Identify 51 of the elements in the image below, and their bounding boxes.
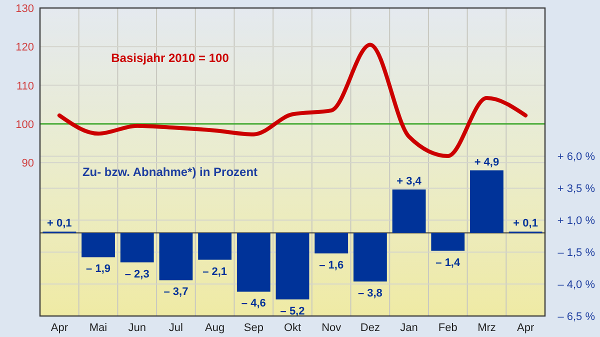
y-tick-label: 130: [16, 3, 34, 15]
bar: [431, 232, 465, 251]
data-label: + 0,1: [513, 218, 538, 230]
data-label: – 2,1: [202, 266, 228, 278]
y2-tick-label: – 6,5 %: [558, 311, 596, 323]
bar: [470, 170, 504, 233]
y2-tick-label: + 3,5 %: [557, 183, 596, 196]
data-label: – 4,6: [241, 298, 266, 310]
x-tick-label: Jun: [128, 322, 146, 334]
x-tick-label: Apr: [50, 322, 68, 334]
x-tick-label: Aug: [205, 322, 225, 334]
y-tick-label: 120: [16, 42, 34, 54]
bar: [159, 232, 193, 280]
bar: [276, 232, 310, 300]
bar: [120, 232, 154, 262]
x-tick-label: Mrz: [478, 322, 496, 334]
y2-tick-label: – 1,5 %: [558, 247, 596, 260]
data-label: – 1,4: [436, 256, 461, 269]
x-tick-label: Dez: [360, 322, 380, 334]
y2-tick-label: – 4,0 %: [558, 279, 596, 292]
data-label: + 4,9: [474, 156, 500, 168]
x-tick-label: Apr: [517, 322, 534, 334]
y-tick-label: 90: [22, 158, 34, 170]
x-tick-label: Sep: [244, 322, 264, 334]
data-label: + 0,1: [47, 218, 72, 230]
x-tick-label: Jan: [400, 322, 418, 334]
bar: [82, 232, 115, 258]
y-tick-label: 110: [16, 80, 34, 92]
annotation: Basisjahr 2010 = 100: [111, 51, 230, 65]
bar: [236, 232, 270, 292]
bar: [198, 232, 232, 260]
annotation: Zu- bzw. Abnahme*) in Prozent: [82, 165, 258, 179]
data-label: + 3,4: [396, 175, 422, 188]
x-tick-label: Feb: [438, 322, 458, 334]
x-tick-label: Jul: [168, 322, 183, 334]
data-label: – 5,2: [280, 305, 305, 318]
x-tick-label: Mai: [89, 322, 108, 334]
y2-tick-label: + 6,0 %: [557, 151, 596, 164]
line-series: [57, 42, 528, 158]
y2-tick-label: + 1,0 %: [557, 215, 596, 228]
data-label: – 3,7: [164, 286, 188, 298]
data-label: – 1,6: [319, 259, 344, 272]
x-tick-label: Nov: [322, 322, 342, 334]
data-label: – 2,3: [124, 268, 150, 280]
x-tick-label: Okt: [284, 322, 302, 334]
bar: [353, 232, 387, 282]
bar: [392, 189, 426, 233]
data-label: – 3,8: [358, 287, 382, 300]
bar: [314, 232, 348, 254]
data-label: – 1,9: [86, 263, 111, 276]
y-tick-label: 100: [16, 118, 34, 131]
